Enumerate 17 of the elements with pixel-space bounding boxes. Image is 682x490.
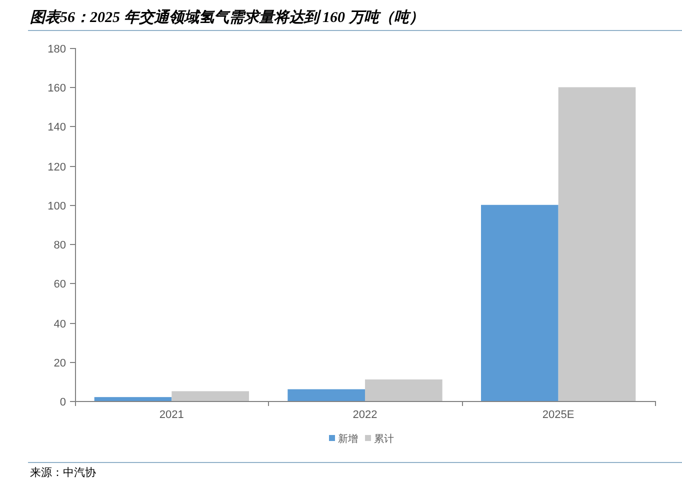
x-tick-label: 2021 [159, 409, 184, 421]
y-tick-label: 60 [54, 278, 66, 290]
source-note: 来源：中汽协 [30, 466, 96, 479]
y-tick-label: 0 [60, 396, 66, 408]
y-tick-label: 80 [54, 240, 66, 252]
legend-label: 新增 [338, 433, 358, 445]
y-tick-label: 140 [48, 122, 66, 134]
legend-label: 累计 [374, 433, 394, 445]
y-tick-label: 20 [54, 358, 66, 370]
y-tick-label: 40 [54, 318, 66, 330]
x-tick-label: 2022 [352, 409, 378, 421]
y-tick-label: 100 [48, 200, 66, 212]
y-tick-label: 160 [48, 82, 66, 94]
x-tick-label: 2025E [542, 409, 574, 421]
y-tick-label: 180 [48, 44, 66, 56]
chart-title: 图表56：2025 年交通领域氢气需求量将达到 160 万吨（吨） [30, 8, 424, 26]
y-tick-label: 120 [48, 162, 66, 174]
